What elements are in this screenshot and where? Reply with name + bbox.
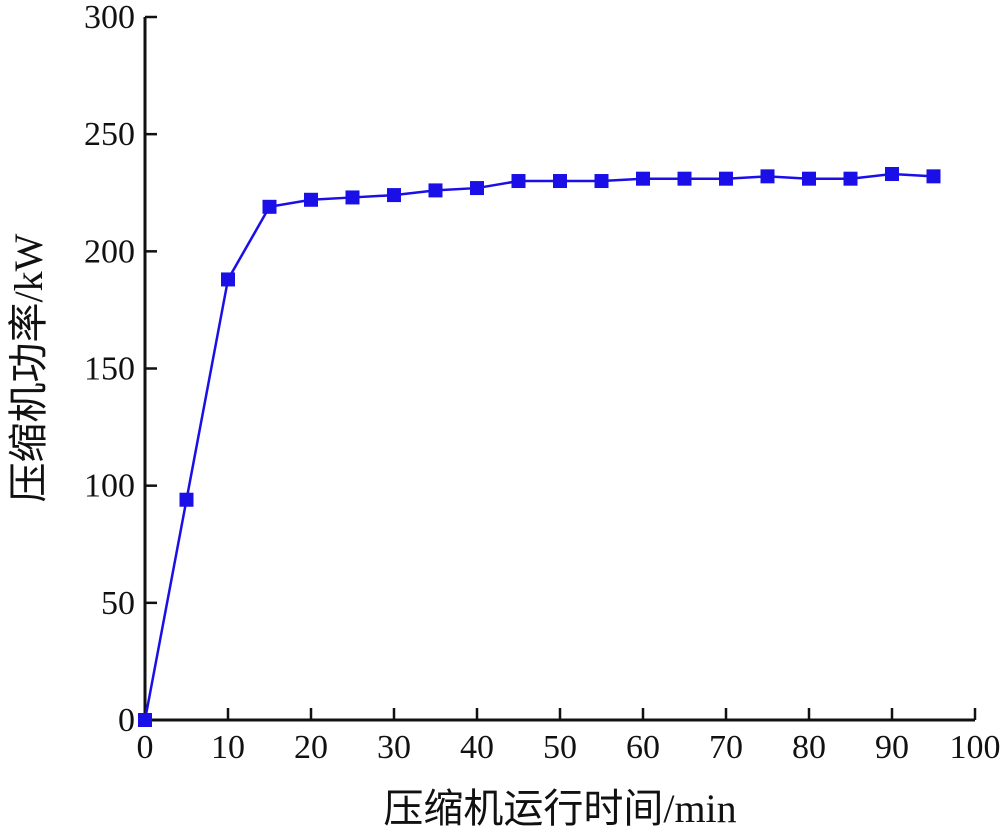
data-point	[345, 190, 360, 205]
y-tick-label: 50	[101, 585, 135, 622]
data-point	[885, 167, 899, 182]
y-tick-label: 0	[118, 702, 135, 739]
x-tick-label: 20	[294, 729, 328, 766]
x-tick-label: 40	[460, 729, 494, 766]
x-tick-label: 60	[626, 729, 660, 766]
axes	[143, 17, 975, 722]
x-tick-label: 70	[709, 729, 743, 766]
y-tick-label: 300	[84, 0, 135, 36]
data-point	[262, 199, 277, 214]
x-tick-label: 80	[792, 729, 826, 766]
data-point	[843, 171, 858, 186]
x-ticks: 0 10 20 30 40 50 60 70 80 90 100	[137, 708, 1000, 766]
data-point	[138, 713, 152, 727]
data-point	[470, 181, 484, 196]
data-point	[719, 171, 733, 186]
data-point	[926, 169, 941, 184]
data-point	[594, 174, 609, 189]
data-point	[553, 174, 567, 189]
data-point	[511, 174, 526, 189]
data-point	[636, 171, 650, 186]
x-tick-label: 10	[211, 729, 245, 766]
series-line	[143, 172, 934, 721]
data-point	[387, 188, 401, 203]
x-axis-title: 压缩机运行时间/min	[383, 786, 736, 831]
y-tick-label: 100	[84, 468, 135, 505]
data-point	[802, 171, 816, 186]
y-tick-label: 200	[84, 233, 135, 270]
x-tick-label: 0	[137, 729, 154, 766]
y-tick-label: 250	[84, 116, 135, 153]
y-tick-label: 150	[84, 351, 135, 388]
data-point	[760, 169, 775, 184]
data-point	[677, 171, 692, 186]
y-axis-title: 压缩机功率/kW	[6, 233, 51, 502]
data-point	[428, 183, 443, 198]
x-tick-label: 50	[543, 729, 577, 766]
x-tick-label: 30	[377, 729, 411, 766]
data-point	[179, 492, 194, 507]
series-layer	[138, 167, 941, 727]
x-tick-label: 100	[950, 729, 1000, 766]
data-point	[304, 192, 318, 207]
x-tick-label: 90	[875, 729, 909, 766]
data-point	[221, 272, 235, 287]
y-ticks: 0 50 100 150 200 250 300	[84, 0, 157, 739]
